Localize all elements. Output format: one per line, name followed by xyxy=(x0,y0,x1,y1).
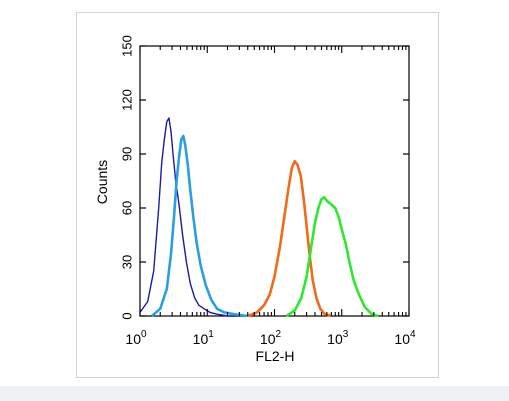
x-tick-label-2: 102 xyxy=(260,329,282,347)
x-tick-label-4: 104 xyxy=(394,329,416,347)
x-tick-exponent-1: 1 xyxy=(208,329,214,340)
x-tick-label-1: 101 xyxy=(193,329,215,347)
y-tick-label-3: 90 xyxy=(119,147,134,161)
y-axis-label: Counts xyxy=(94,160,110,204)
y-tick-label-2: 60 xyxy=(119,201,134,215)
series-line-2 xyxy=(247,159,332,318)
x-tick-base-2: 10 xyxy=(260,331,276,347)
x-tick-exponent-4: 4 xyxy=(410,329,416,340)
series-layer xyxy=(139,117,379,318)
x-tick-exponent-3: 3 xyxy=(343,329,349,340)
y-tick-label-4: 120 xyxy=(119,89,134,111)
x-tick-base-3: 10 xyxy=(327,331,343,347)
x-tick-base-0: 10 xyxy=(125,331,141,347)
x-axis-ticks: 100 101 102 103 104 xyxy=(125,46,416,347)
x-tick-label-0: 100 xyxy=(125,329,147,347)
y-tick-label-5: 150 xyxy=(119,35,134,57)
x-tick-base-4: 10 xyxy=(394,331,410,347)
x-axis-label: FL2-H xyxy=(256,348,295,364)
series-line-1 xyxy=(150,134,248,318)
bottom-strip xyxy=(0,386,509,401)
x-tick-label-3: 103 xyxy=(327,329,349,347)
x-tick-exponent-0: 0 xyxy=(141,329,147,340)
y-axis-ticks: 0 30 60 90 120 150 xyxy=(119,35,409,320)
x-tick-exponent-2: 2 xyxy=(276,329,282,340)
y-tick-label-1: 30 xyxy=(119,255,134,269)
x-tick-base-1: 10 xyxy=(193,331,209,347)
y-tick-label-0: 0 xyxy=(119,312,134,319)
series-line-3 xyxy=(285,195,379,318)
